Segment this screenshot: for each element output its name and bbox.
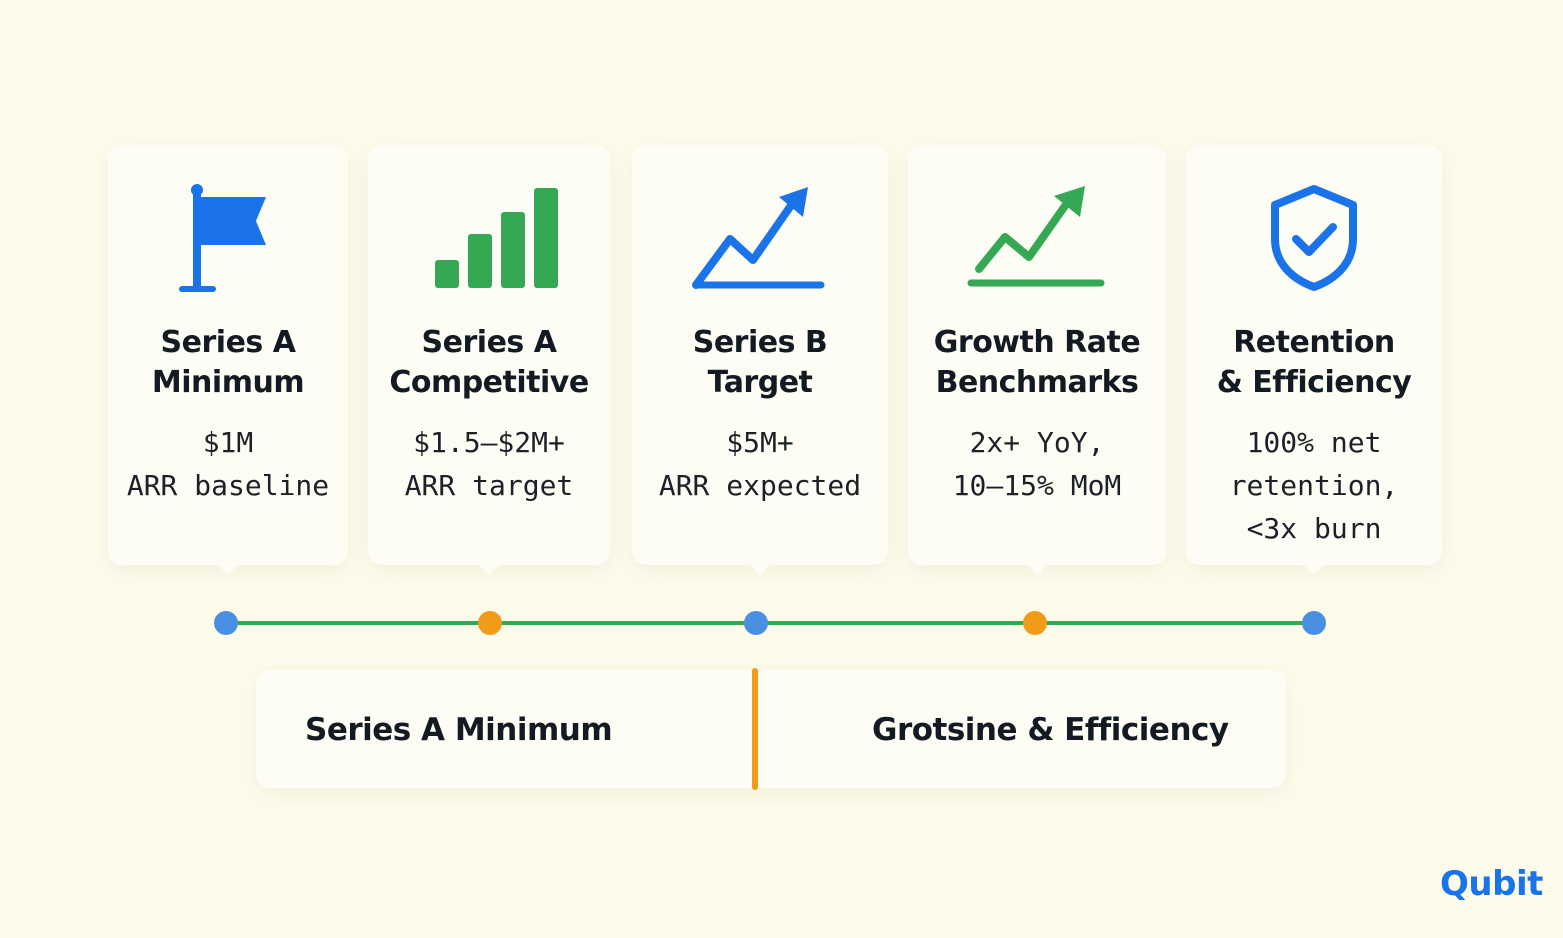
timeline-dot — [1302, 611, 1326, 635]
bottom-left-label: Series A Minimum — [305, 712, 613, 748]
card-title: Series A Competitive — [389, 325, 589, 400]
card-title: Growth Rate Benchmarks — [933, 325, 1141, 400]
card-series-a-minimum: Series A Minimum $1M ARR baseline — [108, 145, 348, 575]
card-pointer — [1027, 565, 1047, 575]
card-description: 100% net retention, <3x burn — [1229, 426, 1399, 545]
card-growth-rate-benchmarks: Growth Rate Benchmarks 2x+ YoY, 10–15% M… — [908, 145, 1166, 575]
card-description: $1.5–$2M+ ARR target — [404, 426, 574, 502]
card-pointer — [479, 565, 499, 575]
card-title: Retention & Efficiency — [1216, 325, 1412, 400]
card-series-b-target: Series B Target $5M+ ARR expected — [632, 145, 888, 575]
bar-chart-icon — [435, 188, 558, 288]
shield-check-icon — [1271, 185, 1357, 291]
trending-up-icon — [967, 186, 1105, 287]
bottom-divider — [752, 668, 758, 790]
card-description: $5M+ ARR expected — [658, 426, 862, 502]
timeline-dot — [214, 611, 238, 635]
timeline-dot — [478, 611, 502, 635]
qubit-logo: Qubit — [1440, 864, 1543, 904]
card-description: $1M ARR baseline — [126, 426, 330, 502]
card-pointer — [1304, 565, 1324, 575]
card-title: Series B Target — [692, 325, 828, 400]
card-pointer — [750, 565, 770, 575]
trending-up-icon — [692, 187, 825, 289]
flag-icon — [179, 184, 266, 292]
card-description: 2x+ YoY, 10–15% MoM — [952, 426, 1122, 502]
bottom-right-label: Grotsine & Efficiency — [872, 712, 1229, 748]
timeline-line — [226, 621, 1314, 625]
timeline-dot — [744, 611, 768, 635]
timeline-dot — [1023, 611, 1047, 635]
card-pointer — [218, 565, 238, 575]
card-title: Series A Minimum — [151, 325, 305, 400]
card-retention-efficiency: Retention & Efficiency 100% net retentio… — [1186, 145, 1442, 575]
bottom-panel: Series A Minimum Grotsine & Efficiency — [256, 670, 1286, 788]
card-series-a-competitive: Series A Competitive $1.5–$2M+ ARR targe… — [368, 145, 610, 575]
